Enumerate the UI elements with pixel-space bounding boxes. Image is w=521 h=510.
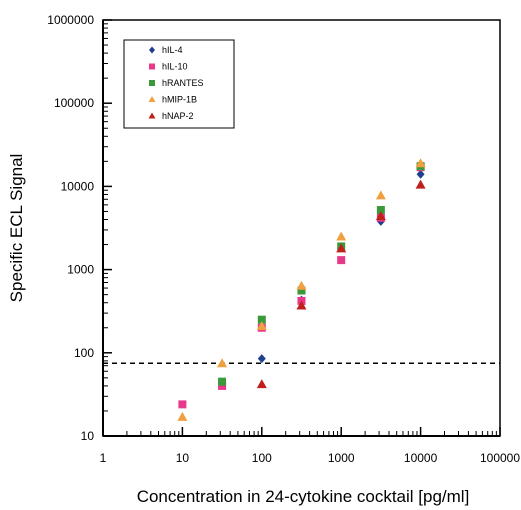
- axes: 1 10 100 1000 10000 100000 10 100 1000 10000 10000…: [47, 13, 520, 465]
- legend-marker-hnap-2: [148, 112, 156, 119]
- data-points: [177, 158, 426, 421]
- x-tick-label: 1000: [328, 451, 355, 465]
- legend-label-hrantes: hRANTES: [162, 78, 204, 88]
- point-hrantes: [297, 286, 306, 295]
- point-hnap-2: [256, 379, 267, 389]
- legend-label-hil-10: hIL-10: [162, 62, 188, 72]
- y-tick-label: 10: [81, 429, 95, 443]
- point-hil-10: [337, 256, 346, 265]
- x-tick-label: 10: [176, 451, 190, 465]
- point-hil-4: [257, 354, 266, 364]
- y-tick-label: 1000000: [47, 13, 94, 27]
- point-hnap-2: [336, 243, 347, 253]
- point-hmip-1b: [177, 411, 188, 421]
- legend: hIL-4 hIL-10 hRANTES hMIP-1B hNAP-2: [123, 39, 235, 129]
- x-tick-label: 1: [100, 451, 107, 465]
- point-hnap-2: [296, 300, 307, 310]
- point-hil-4: [416, 169, 425, 179]
- point-hmip-1b: [217, 358, 228, 368]
- legend-marker-hmip-1b: [148, 96, 156, 102]
- point-hnap-2: [415, 179, 426, 189]
- x-axis-title: Concentration in 24-cytokine cocktail [p…: [137, 487, 470, 506]
- y-tick-label: 100: [74, 346, 94, 360]
- point-hnap-2: [375, 211, 386, 221]
- point-hmip-1b: [336, 231, 347, 241]
- point-hmip-1b: [375, 190, 386, 200]
- legend-marker-hil-4: [149, 46, 155, 54]
- point-hmip-1b: [296, 280, 307, 290]
- x-tick-label: 10000: [404, 451, 438, 465]
- legend-box: [123, 39, 235, 129]
- point-hmip-1b: [415, 158, 426, 168]
- y-axis-title: Specific ECL Signal: [7, 154, 26, 303]
- legend-label-hil-4: hIL-4: [162, 45, 183, 55]
- point-hil-10: [178, 400, 187, 409]
- y-tick-label: 1000: [67, 263, 94, 277]
- point-hmip-1b: [256, 320, 267, 330]
- point-hrantes: [257, 315, 266, 324]
- legend-marker-hil-10: [149, 63, 155, 70]
- point-hrantes: [218, 377, 227, 386]
- legend-marker-hrantes: [149, 80, 155, 86]
- legend-label-hmip-1b: hMIP-1B: [162, 95, 197, 105]
- point-hil-10: [218, 381, 227, 390]
- x-tick-label: 100000: [480, 451, 520, 465]
- point-hrantes: [376, 206, 385, 215]
- x-tick-label: 100: [252, 451, 272, 465]
- y-tick-label: 100000: [54, 96, 94, 110]
- legend-label-hnap-2: hNAP-2: [162, 111, 194, 121]
- y-tick-label: 10000: [61, 179, 95, 193]
